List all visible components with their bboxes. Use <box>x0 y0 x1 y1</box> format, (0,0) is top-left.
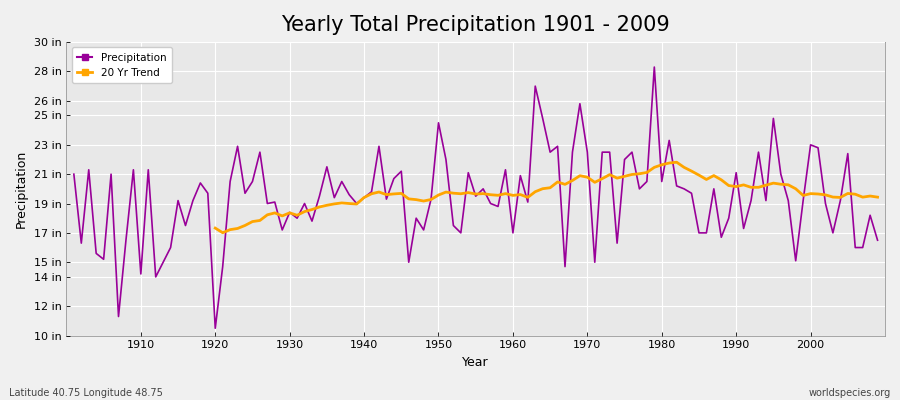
Y-axis label: Precipitation: Precipitation <box>15 150 28 228</box>
Text: Latitude 40.75 Longitude 48.75: Latitude 40.75 Longitude 48.75 <box>9 388 163 398</box>
Text: worldspecies.org: worldspecies.org <box>809 388 891 398</box>
Legend: Precipitation, 20 Yr Trend: Precipitation, 20 Yr Trend <box>72 47 172 84</box>
X-axis label: Year: Year <box>463 356 489 369</box>
Title: Yearly Total Precipitation 1901 - 2009: Yearly Total Precipitation 1901 - 2009 <box>282 15 670 35</box>
